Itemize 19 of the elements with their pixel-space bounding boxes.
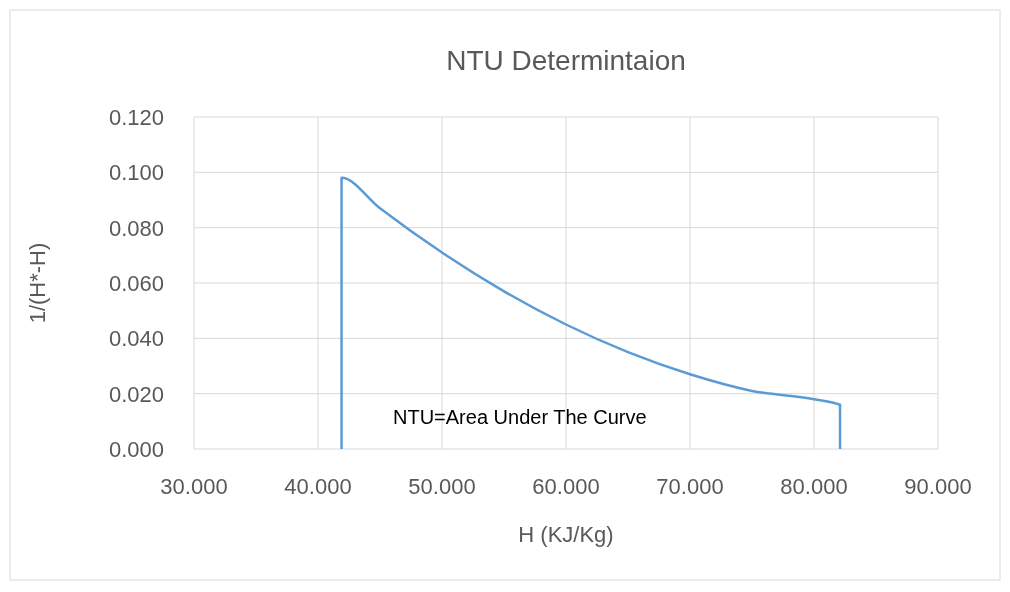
x-tick-label: 30.000 xyxy=(160,474,228,499)
x-tick-label: 90.000 xyxy=(904,474,972,499)
y-tick-label: 0.100 xyxy=(108,160,164,186)
x-tick-label: 70.000 xyxy=(656,474,724,499)
y-tick-label: 0.040 xyxy=(108,326,164,352)
y-tick-label: 0.000 xyxy=(108,437,164,462)
line-series xyxy=(340,176,842,451)
x-tick-label: 80.000 xyxy=(780,474,848,499)
y-tick-label: 0.060 xyxy=(108,271,164,296)
x-tick-label: 60.000 xyxy=(532,474,600,499)
chart-title: NTU Determintaion xyxy=(446,45,686,76)
x-tick-label: 40.000 xyxy=(284,474,352,499)
y-axis-title: 1/(H*-H) xyxy=(25,242,50,324)
annotation: NTU=Area Under The Curve xyxy=(393,406,647,428)
y-tick-label: 0.080 xyxy=(108,215,164,241)
y-tick-label: 0.120 xyxy=(108,105,164,130)
x-tick-label: 50.000 xyxy=(408,474,476,499)
x-axis-title: H (KJ/Kg) xyxy=(518,522,614,547)
y-tick-label: 0.020 xyxy=(108,381,164,407)
